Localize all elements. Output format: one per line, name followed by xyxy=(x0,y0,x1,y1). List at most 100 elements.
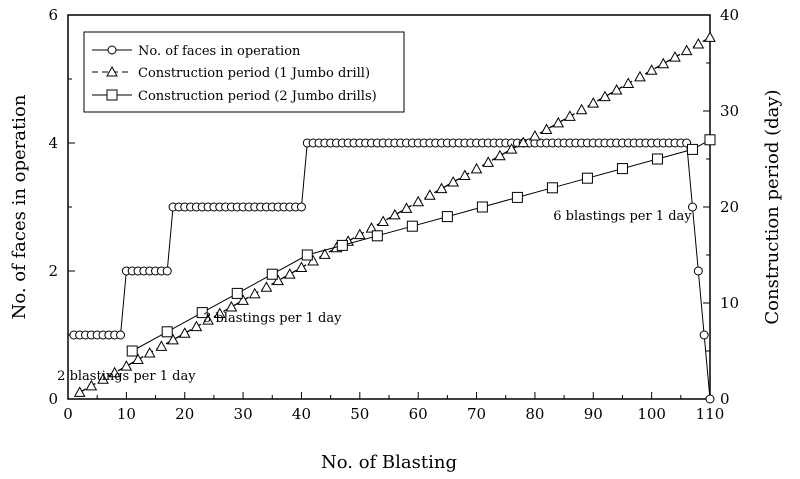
jumbo-2-point xyxy=(704,134,716,146)
x-tick-label: 20 xyxy=(175,405,194,423)
jumbo-1-point xyxy=(459,169,471,180)
jumbo-1-point xyxy=(318,248,331,259)
jumbo-1-point xyxy=(435,182,448,194)
y-axis-left-title: No. of faces in operation xyxy=(9,94,30,319)
x-tick-label: 60 xyxy=(409,405,428,423)
jumbo-1-point xyxy=(400,202,413,213)
jumbo-1-point xyxy=(248,287,261,299)
x-tick-label: 50 xyxy=(350,405,369,423)
series-layer xyxy=(69,31,716,404)
jumbo-2-point xyxy=(651,153,663,165)
jumbo-1-point xyxy=(587,97,600,108)
y-axis-right-title: Construction period (day) xyxy=(762,89,783,324)
circle-marker-icon xyxy=(107,45,117,55)
jumbo-1-point xyxy=(202,314,214,325)
x-tick-label: 0 xyxy=(63,405,73,423)
jumbo-1-point xyxy=(365,222,378,233)
faces-point xyxy=(687,202,697,212)
y-right-tick-label: 20 xyxy=(720,198,739,216)
jumbo-1-point xyxy=(190,320,203,332)
legend-item-1-jumbo: Construction period (1 Jumbo drill) xyxy=(92,65,370,81)
jumbo-2-point xyxy=(616,163,628,175)
annotation-label: 2 blastings per 1 day xyxy=(57,369,196,384)
x-tick-label: 70 xyxy=(467,405,486,423)
jumbo-2-point xyxy=(161,326,173,338)
jumbo-1-point xyxy=(575,103,588,115)
legend-item-2-jumbo: Construction period (2 Jumbo drills) xyxy=(92,89,377,104)
jumbo-2-point xyxy=(371,230,383,242)
faces-point xyxy=(705,394,715,404)
x-tick-label: 30 xyxy=(234,405,253,423)
jumbo-1-point xyxy=(634,70,646,82)
jumbo-1-point xyxy=(272,274,284,286)
jumbo-1-point xyxy=(610,83,623,95)
faces-point xyxy=(162,266,172,276)
jumbo-1-point xyxy=(645,64,658,75)
x-axis-title: No. of Blasting xyxy=(321,452,457,473)
faces-point xyxy=(296,202,306,212)
jumbo-1-point xyxy=(283,268,296,279)
jumbo-2-point xyxy=(266,268,278,280)
x-tick-label: 80 xyxy=(525,405,544,423)
jumbo-1-point xyxy=(143,346,156,358)
jumbo-1-point xyxy=(85,379,98,391)
jumbo-1-point xyxy=(97,373,109,384)
jumbo-1-point xyxy=(213,307,226,319)
faces-point xyxy=(699,330,709,340)
x-tick-label: 90 xyxy=(584,405,603,423)
legend-label-1-jumbo: Construction period (1 Jumbo drill) xyxy=(138,66,370,81)
y-right-tick-label: 30 xyxy=(720,102,739,120)
legend-item-faces: No. of faces in operation xyxy=(92,44,301,59)
annotation-label: 3 blastings per 1 day xyxy=(203,311,342,326)
annotation-label: 6 blastings per 1 day xyxy=(553,209,692,224)
jumbo-1-point xyxy=(120,360,133,371)
jumbo-1-point xyxy=(260,281,273,292)
jumbo-1-point xyxy=(470,162,483,174)
jumbo-2-point xyxy=(511,191,523,203)
jumbo-1-point xyxy=(669,51,681,62)
jumbo-1-point xyxy=(505,143,518,154)
x-tick-label: 40 xyxy=(292,405,311,423)
legend-box xyxy=(83,31,405,113)
jumbo-2-point xyxy=(301,249,313,261)
jumbo-1-point xyxy=(132,353,144,365)
legend-label-faces: No. of faces in operation xyxy=(138,44,301,59)
triangle-marker-icon xyxy=(106,65,118,77)
jumbo-1-point xyxy=(225,300,238,312)
x-tick-label: 10 xyxy=(117,405,136,423)
jumbo-1-point xyxy=(482,156,495,167)
jumbo-1-point xyxy=(564,110,576,121)
jumbo-2-point xyxy=(581,172,593,184)
jumbo-2-point xyxy=(546,182,558,194)
jumbo-1-point xyxy=(377,215,390,226)
y-left-tick-label: 4 xyxy=(48,134,58,152)
y-right-tick-label: 10 xyxy=(720,294,739,312)
y-left-tick-label: 0 xyxy=(48,390,58,408)
jumbo-1-point xyxy=(680,44,693,56)
jumbo-1-point xyxy=(529,130,541,141)
jumbo-1-point xyxy=(540,123,553,134)
jumbo-1-point xyxy=(494,149,506,161)
jumbo-1-point xyxy=(517,136,530,148)
jumbo-1-point xyxy=(622,77,635,88)
jumbo-1-point xyxy=(704,31,716,42)
jumbo-2-point xyxy=(441,211,453,223)
jumbo-1-point xyxy=(73,386,86,397)
jumbo-1-point xyxy=(692,37,705,49)
jumbo-1-point xyxy=(167,333,179,345)
y-left-tick-label: 2 xyxy=(48,262,58,280)
jumbo-2-point xyxy=(336,239,348,251)
jumbo-1-point xyxy=(353,228,366,240)
legend: No. of faces in operation Construction p… xyxy=(83,31,405,113)
faces-point xyxy=(116,330,126,340)
square-marker-icon xyxy=(106,89,118,101)
y-right-tick-label: 40 xyxy=(720,6,739,24)
jumbo-1-point xyxy=(412,195,425,207)
jumbo-1-point xyxy=(108,366,121,378)
jumbo-1-point xyxy=(237,294,249,305)
jumbo-1-point xyxy=(599,90,611,102)
jumbo-2-point xyxy=(476,201,488,213)
x-tick-label: 110 xyxy=(696,405,725,423)
